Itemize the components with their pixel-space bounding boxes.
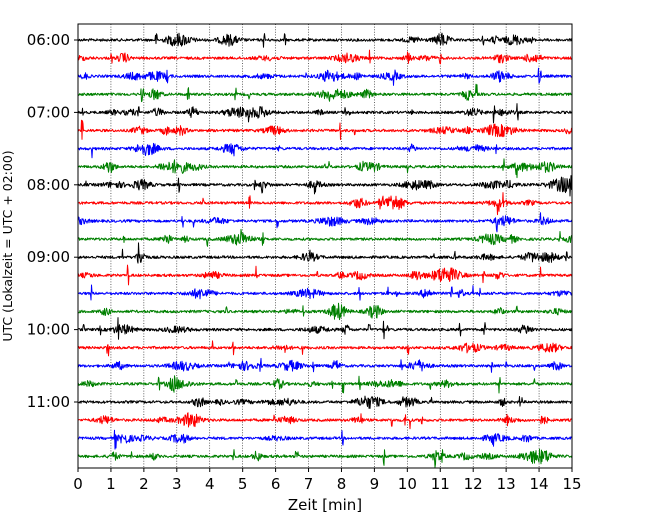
x-tick-label: 6 xyxy=(271,475,281,493)
x-axis-label: Zeit [min] xyxy=(288,496,362,514)
x-tick-label: 9 xyxy=(370,475,380,493)
trace-0800 xyxy=(77,175,573,197)
trace-0615 xyxy=(77,49,572,65)
y-tick-label: 08:00 xyxy=(27,176,70,194)
y-tick-label: 07:00 xyxy=(27,103,70,121)
x-tick-label: 12 xyxy=(464,475,483,493)
x-tick-label: 10 xyxy=(398,475,417,493)
trace-1115 xyxy=(77,412,573,430)
trace-1145 xyxy=(77,448,573,468)
trace-0915 xyxy=(77,264,573,286)
x-tick-label: 7 xyxy=(304,475,314,493)
y-tick-label: 10:00 xyxy=(27,321,70,339)
x-tick-label: 11 xyxy=(431,475,450,493)
y-axis: 06:00 07:00 08:00 09:00 10:00 11:00 xyxy=(27,31,78,411)
trace-0745 xyxy=(77,158,573,179)
y-tick-label: 06:00 xyxy=(27,31,70,49)
x-tick-label: 2 xyxy=(139,475,149,493)
trace-0845 xyxy=(77,228,573,247)
y-axis-label: UTC (Lokalzeit = UTC + 02:00) xyxy=(0,150,15,341)
x-tick-label: 15 xyxy=(562,475,581,493)
trace-0930 xyxy=(77,284,573,301)
x-tick-label: 14 xyxy=(530,475,549,493)
trace-1030 xyxy=(77,357,573,373)
trace-0830 xyxy=(77,212,573,233)
x-tick-label: 5 xyxy=(238,475,248,493)
x-axis: 0 1 2 3 4 5 6 7 8 9 10 11 12 13 14 15 xyxy=(73,468,582,493)
trace-0900 xyxy=(77,242,573,264)
y-tick-label: 09:00 xyxy=(27,248,70,266)
trace-1045 xyxy=(77,375,573,394)
trace-0730 xyxy=(77,142,573,159)
trace-1100 xyxy=(77,395,573,409)
trace-0630 xyxy=(77,67,573,86)
trace-0645 xyxy=(77,83,573,103)
trace-0715 xyxy=(77,119,573,140)
x-tick-label: 3 xyxy=(172,475,182,493)
x-tick-label: 1 xyxy=(106,475,116,493)
x-tick-label: 0 xyxy=(73,475,83,493)
y-tick-label: 11:00 xyxy=(27,393,70,411)
trace-1130 xyxy=(77,429,573,450)
trace-0600 xyxy=(77,32,573,48)
plot-frame xyxy=(77,23,573,469)
trace-0700 xyxy=(77,103,573,124)
trace-1000 xyxy=(77,317,573,340)
trace-0815 xyxy=(77,192,573,216)
x-tick-label: 8 xyxy=(337,475,347,493)
trace-1015 xyxy=(77,340,573,357)
x-tick-label: 13 xyxy=(497,475,516,493)
trace-0945 xyxy=(77,302,573,321)
x-tick-label: 4 xyxy=(205,475,215,493)
traces xyxy=(77,32,573,468)
